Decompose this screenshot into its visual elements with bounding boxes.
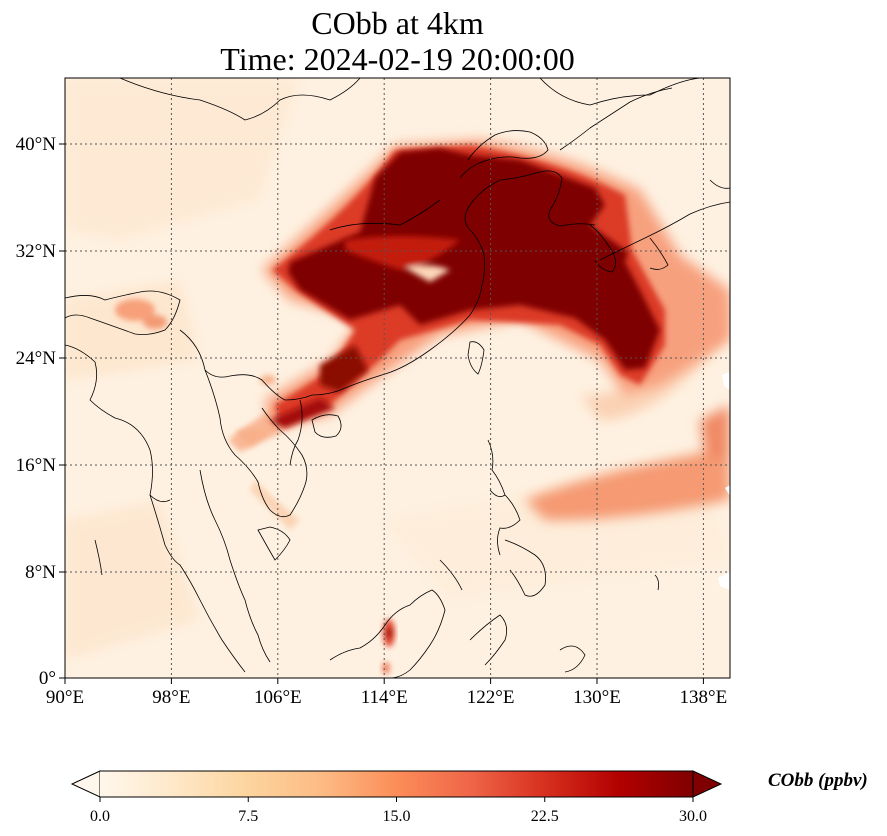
lon-tick-label: 98°E: [152, 687, 190, 708]
coastlines: [65, 78, 730, 678]
colorbar-gradient: [100, 771, 693, 797]
lat-tick-label: 16°N: [16, 455, 57, 476]
lon-tick-label: 106°E: [254, 687, 302, 708]
colorbar-tick-label: 22.5: [531, 808, 559, 825]
lon-tick-label: 114°E: [361, 687, 408, 708]
colorbar-tick-label: 7.5: [238, 808, 258, 825]
map-title: CObb at 4km: [311, 5, 484, 41]
colorbar-tick-label: 15.0: [383, 808, 411, 825]
lat-tick-label: 32°N: [16, 241, 57, 262]
lon-tick-label: 130°E: [573, 687, 621, 708]
axis-ticks: [59, 143, 704, 684]
lat-tick-label: 40°N: [16, 134, 57, 155]
colorbar-tick-label: 30.0: [679, 808, 707, 825]
colorbar-label: CObb (ppbv): [768, 770, 868, 791]
map-frame: [64, 77, 731, 679]
concentration-field: [65, 78, 730, 678]
map-time: Time: 2024-02-19 20:00:00: [220, 41, 575, 77]
lat-tick-label: 8°N: [25, 562, 56, 583]
colorbar-extend-min: [70, 770, 101, 798]
lon-tick-label: 90°E: [46, 687, 84, 708]
colorbar: 0.0 7.5 15.0 22.5 30.0: [70, 770, 723, 825]
lat-tick-label: 24°N: [16, 348, 57, 369]
lon-tick-label: 122°E: [467, 687, 515, 708]
gridlines: [65, 78, 730, 678]
lat-tick-label: 0°: [39, 668, 56, 689]
colorbar-tick-label: 0.0: [90, 808, 110, 825]
lon-tick-label: 138°E: [680, 687, 728, 708]
colorbar-extend-max: [692, 770, 723, 798]
